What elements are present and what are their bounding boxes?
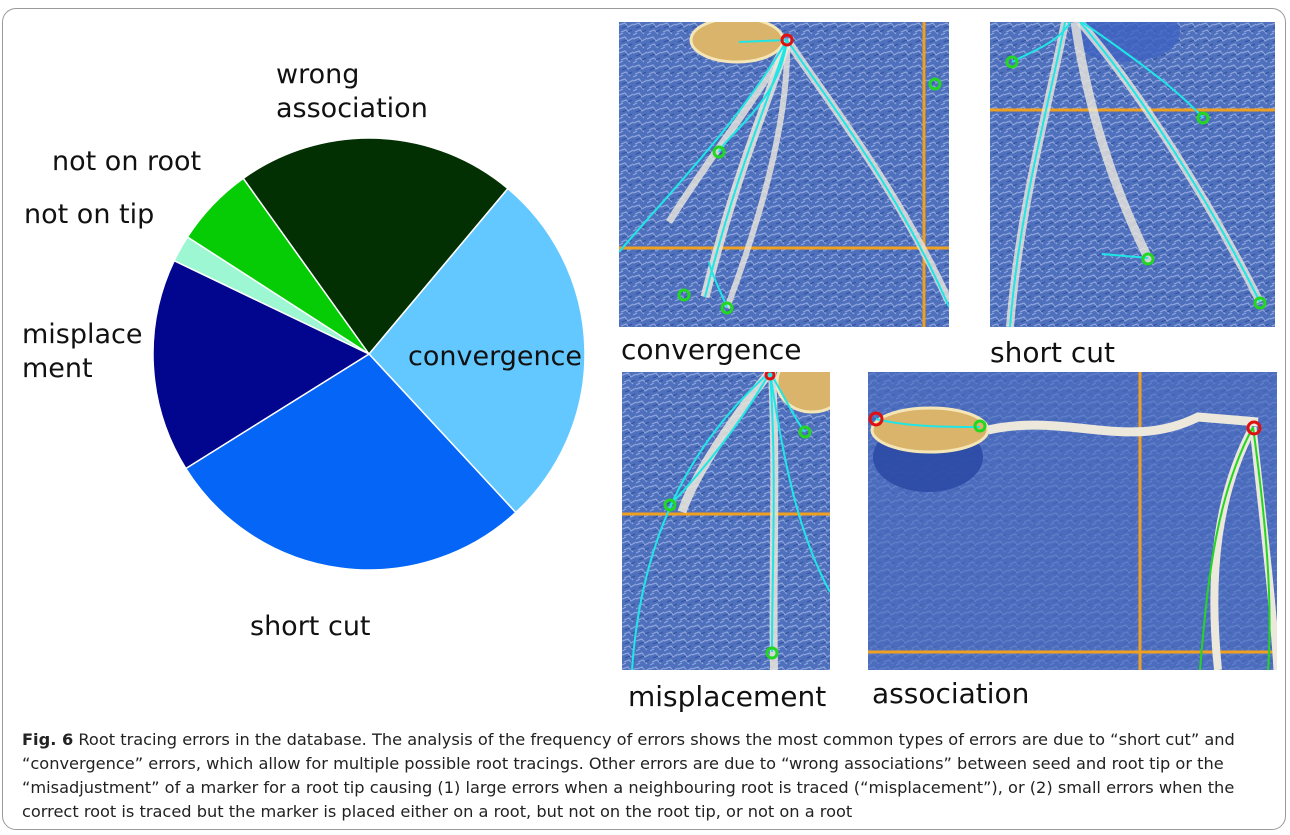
caption-fig-label: Fig. 6 xyxy=(22,730,74,749)
pie-label-not-on-tip: not on tip xyxy=(24,199,155,230)
pie-label-misplace-line2: ment xyxy=(22,353,93,384)
photo-misplacement xyxy=(622,372,830,670)
photo-label-misplacement: misplacement xyxy=(628,680,827,713)
photo-label-convergence: convergence xyxy=(621,333,802,366)
photo-short-cut xyxy=(990,22,1275,327)
figure-caption: Fig. 6 Root tracing errors in the databa… xyxy=(22,728,1262,824)
pie-slice-wrong-association xyxy=(242,137,509,356)
pie-slice-misplace-ment xyxy=(152,259,371,470)
pie-label-wrong-line2: association xyxy=(276,93,428,124)
pie-label-not-on-root: not on root xyxy=(52,146,202,177)
pie-label-wrong-line1: wrong xyxy=(276,59,360,90)
pie-label-misplace-line1: misplace xyxy=(22,319,143,350)
photo-label-short-cut: short cut xyxy=(990,336,1115,369)
pie-label-short-cut: short cut xyxy=(250,611,371,642)
photo-association xyxy=(868,372,1277,670)
photo-label-association: association xyxy=(872,677,1030,710)
pie-slice-short-cut xyxy=(184,353,517,571)
pie-label-convergence: convergence xyxy=(408,341,583,372)
error-pie-chart xyxy=(152,137,586,571)
pie-label-misplacement: misplace ment xyxy=(22,318,143,386)
caption-text: Root tracing errors in the database. The… xyxy=(22,730,1235,821)
pie-slice-convergence xyxy=(368,187,586,514)
photo-convergence xyxy=(619,22,949,327)
figure-frame xyxy=(2,8,1286,830)
pie-label-wrong-association: wrong association xyxy=(276,58,428,126)
